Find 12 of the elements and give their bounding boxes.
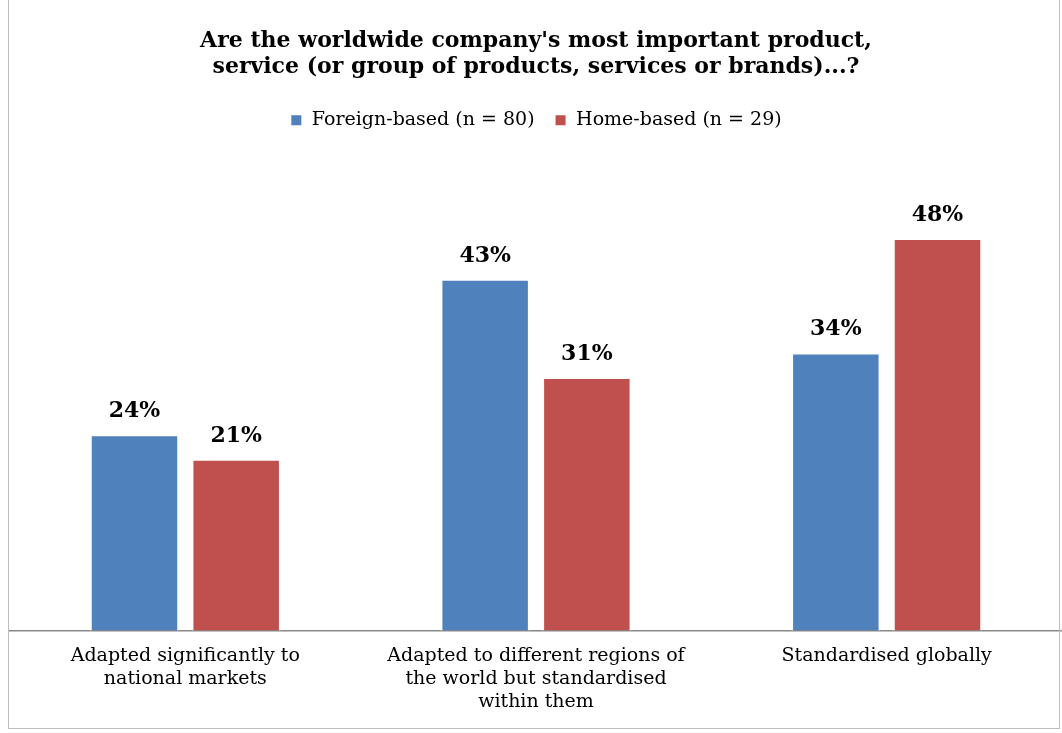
data-label: 31%: [561, 338, 613, 365]
x-tick-label: Adapted to different regions of the world but standardised within them: [386, 642, 687, 711]
legend-label: Foreign-based (n = 80): [311, 107, 535, 130]
data-label: 21%: [210, 420, 263, 447]
data-label: 24%: [108, 396, 161, 422]
x-tick-label: Adapted significantly to national markets: [69, 642, 300, 688]
data-label: 48%: [911, 199, 964, 226]
x-tick-label: Standardised globally: [781, 642, 993, 665]
data-label: 34%: [810, 314, 862, 341]
data-label: 43%: [459, 240, 511, 267]
chart-title: Are the worldwide company's most important product, service (or group of products, services or brands)...?: [199, 25, 872, 79]
legend-label: Home-based (n = 29): [576, 107, 782, 130]
